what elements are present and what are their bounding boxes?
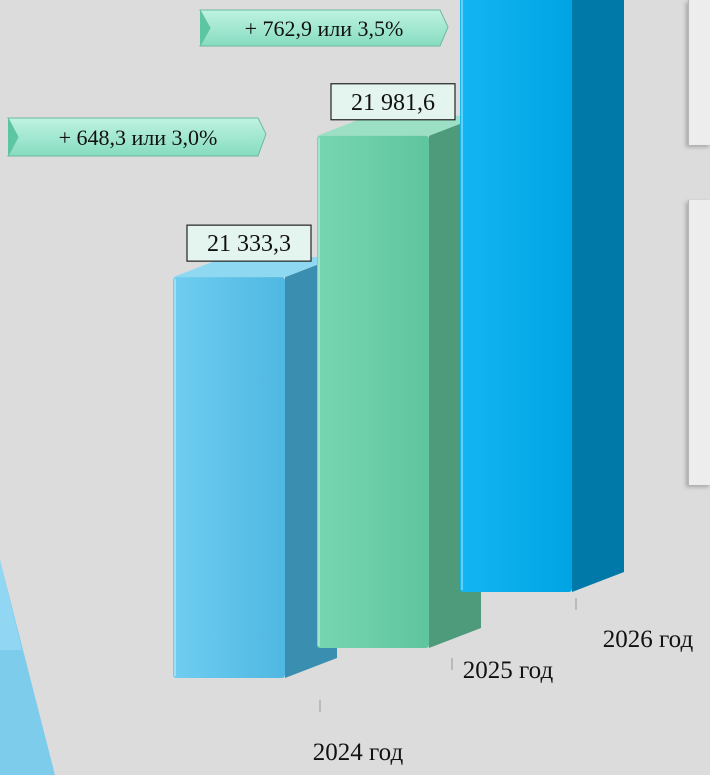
decorative-triangle	[0, 560, 55, 775]
bar-front-face	[460, 0, 572, 592]
growth-badge-1: + 648,3 или 3,0%	[7, 117, 267, 157]
growth-badge-2-text: + 762,9 или 3,5%	[245, 16, 404, 41]
bar-value-label: 21 333,3	[186, 224, 312, 262]
bar-2025-год	[317, 115, 481, 649]
bar-front-face	[173, 277, 285, 678]
right-side-panel-top	[688, 0, 710, 145]
category-label: 2024 год	[313, 739, 404, 766]
decorative-triangle-shade	[0, 560, 22, 650]
bar-value-label-box	[330, 83, 456, 121]
bar-2026-год	[460, 0, 624, 592]
growth-badge-1-text: + 648,3 или 3,0%	[59, 125, 218, 150]
growth-badge-2: + 762,9 или 3,5%	[199, 9, 449, 47]
bar-top-face	[173, 257, 337, 278]
bar-value-label-text: 21 981,6	[351, 90, 435, 116]
bar-value-label: 21 981,6	[330, 83, 456, 121]
category-label: 2025 год	[463, 657, 554, 684]
bar-value-label-text: 21 333,3	[207, 231, 291, 257]
category-label: 2026 год	[603, 626, 694, 653]
right-side-panel-bottom	[688, 200, 710, 485]
bar-top-face	[317, 115, 481, 136]
bar-2024-год	[173, 257, 337, 678]
bar-value-label-box	[186, 224, 312, 262]
bar-front-face	[317, 135, 429, 649]
bar-side-face	[572, 0, 624, 592]
